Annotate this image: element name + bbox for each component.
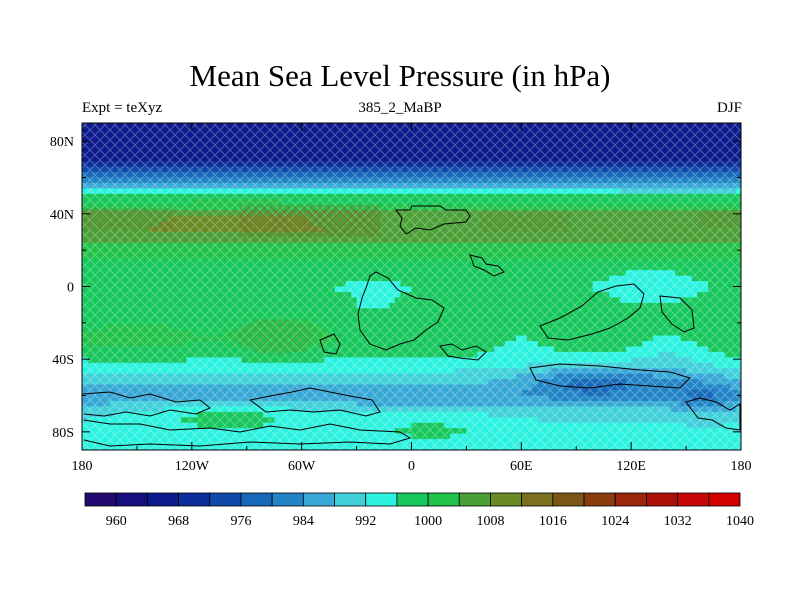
season-label: DJF: [716, 100, 742, 116]
period-label: 385_2_MaBP: [358, 100, 442, 116]
plot-title: Mean Sea Level Pressure (in hPa): [189, 58, 611, 93]
experiment-label: Expt = teXyz: [82, 100, 163, 116]
